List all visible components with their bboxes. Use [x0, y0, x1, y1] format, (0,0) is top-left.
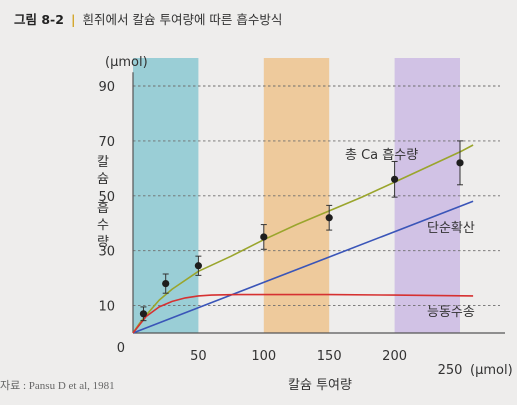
- x-tick-label-50: 50: [190, 349, 207, 364]
- x-tick-label-0: 0: [117, 341, 125, 356]
- y-axis-title-char-3: 흡: [97, 201, 109, 216]
- y-tick-label-70: 70: [98, 135, 115, 150]
- figure-header: 그림 8-2 | 흰쥐에서 칼슘 투여량에 따른 흡수방식: [14, 9, 282, 28]
- x-tick-label-250: 250: [438, 363, 463, 378]
- y-tick-label-10: 10: [98, 300, 115, 315]
- y-axis-title-char-1: 슘: [97, 172, 109, 187]
- x-tick-label-200: 200: [382, 349, 407, 364]
- data-points: [139, 140, 464, 322]
- figure-number: 그림 8-2: [14, 12, 64, 27]
- series-line-2: [132, 293, 474, 334]
- axes: [132, 72, 505, 334]
- y-axis-title-char-0: 칼: [97, 155, 109, 170]
- y-unit-label: (μmol): [105, 55, 148, 70]
- x-axis-title: 칼슘 투여량: [288, 378, 352, 393]
- data-point-4: [325, 214, 333, 222]
- y-tick-label-30: 30: [98, 245, 115, 260]
- y-tick-label-50: 50: [98, 190, 115, 205]
- data-point-5: [391, 175, 399, 183]
- data-point-6: [456, 159, 464, 167]
- header-separator: |: [70, 12, 76, 27]
- data-point-2: [194, 262, 202, 270]
- figure-title: 흰쥐에서 칼슘 투여량에 따른 흡수방식: [82, 12, 283, 27]
- ticks: 10 30 50 70 90 0 50 100 150 200 250 (μmol) (μmol): [98, 55, 512, 378]
- y-tick-label-90: 90: [98, 80, 115, 95]
- gridlines: [133, 85, 500, 307]
- series-label-0: 총 Ca 흡수량: [345, 148, 418, 163]
- series-line-1: [132, 200, 474, 334]
- y-axis-title-char-4: 수: [97, 218, 109, 233]
- source-note: 자료 : Pansu D et al, 1981: [0, 380, 115, 392]
- x-tick-label-150: 150: [317, 349, 342, 364]
- x-unit-label: (μmol): [470, 363, 513, 378]
- series-label-1: 단순확산: [427, 221, 475, 236]
- data-point-0: [139, 310, 148, 318]
- data-point-1: [162, 280, 170, 288]
- shaded-bands: [133, 58, 460, 333]
- data-point-3: [260, 233, 268, 241]
- series-label-2: 능동수송: [427, 305, 475, 320]
- y-axis-title-char-5: 량: [97, 235, 109, 250]
- x-tick-label-100: 100: [251, 349, 276, 364]
